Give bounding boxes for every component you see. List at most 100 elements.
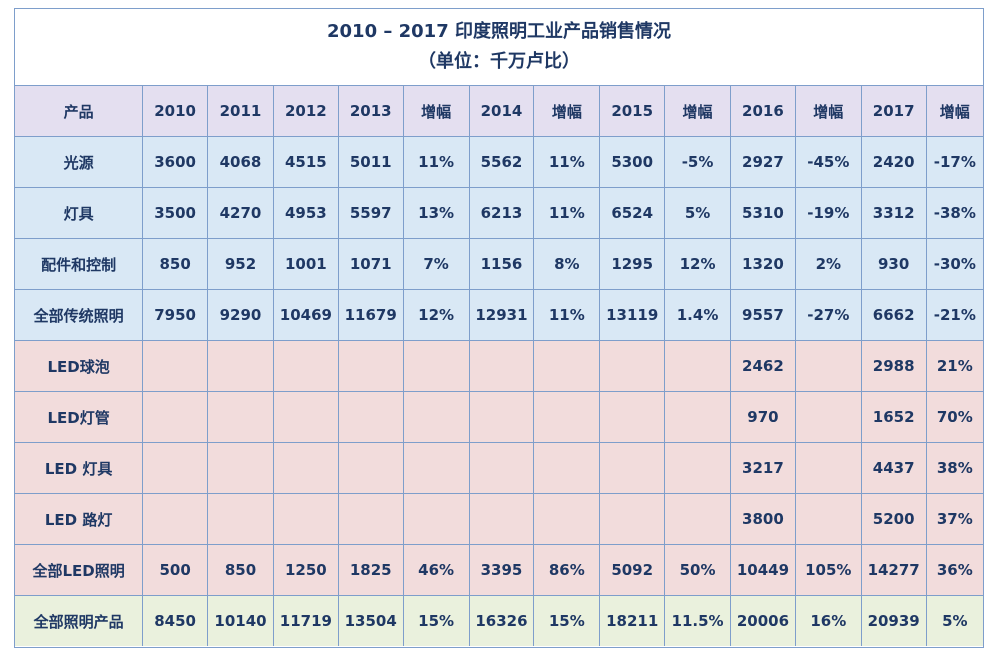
data-cell: 5%: [664, 187, 731, 239]
data-cell: [599, 493, 666, 545]
data-cell: [794, 442, 862, 494]
data-cell: [272, 442, 339, 494]
header-cell: 增幅: [533, 86, 601, 137]
row-label-cell: 全部传统照明: [15, 289, 144, 341]
header-cell: 增幅: [925, 86, 983, 137]
data-cell: 5597: [337, 187, 404, 239]
data-cell: 11%: [402, 136, 470, 188]
data-cell: [207, 340, 274, 392]
data-cell: 3217: [730, 442, 796, 494]
data-cell: 36%: [925, 544, 983, 596]
data-cell: 11%: [533, 187, 601, 239]
row-label-cell: 全部照明产品: [15, 595, 144, 646]
data-cell: 8%: [533, 238, 601, 290]
data-cell: 11719: [272, 595, 339, 646]
data-cell: 10449: [730, 544, 796, 596]
header-cell: 增幅: [794, 86, 862, 137]
data-cell: [402, 442, 470, 494]
data-cell: 11%: [533, 136, 601, 188]
data-cell: 4953: [272, 187, 339, 239]
data-cell: 4068: [207, 136, 274, 188]
data-cell: [533, 340, 601, 392]
data-cell: [468, 391, 535, 443]
table-row: 配件和控制 850 952 1001 1071 7% 1156 8% 1295 12% 1320 2%…: [15, 238, 983, 290]
data-cell: -21%: [925, 289, 983, 341]
data-cell: 1652: [860, 391, 927, 443]
data-cell: 1071: [337, 238, 404, 290]
data-cell: 3312: [860, 187, 927, 239]
data-cell: 9557: [730, 289, 796, 341]
data-cell: 5200: [860, 493, 927, 545]
table-title: 2010 – 2017 印度照明工业产品销售情况: [327, 21, 671, 42]
data-cell: 12%: [664, 238, 731, 290]
data-cell: 15%: [533, 595, 601, 646]
data-cell: -45%: [794, 136, 862, 188]
data-cell: 1825: [337, 544, 404, 596]
row-label-cell: 配件和控制: [15, 238, 144, 290]
data-cell: 4437: [860, 442, 927, 494]
data-cell: 1156: [468, 238, 535, 290]
data-cell: 86%: [533, 544, 601, 596]
header-cell: 2015: [599, 86, 666, 137]
sales-table: 产品 2010 2011 2012 2013 增幅 2014 增幅 2015 增幅 2016 增幅 20…: [15, 86, 983, 646]
data-cell: 105%: [794, 544, 862, 596]
data-cell: [207, 442, 274, 494]
data-cell: [272, 493, 339, 545]
data-cell: 5310: [730, 187, 796, 239]
table-row: 全部LED照明 500 850 1250 1825 46% 3395 86% 5092 50% 10…: [15, 544, 983, 596]
table-row: 灯具 3500 4270 4953 5597 13% 6213 11% 6524 5% 5310 -1…: [15, 187, 983, 239]
row-label-cell: LED 灯具: [15, 442, 144, 494]
header-cell: 2010: [142, 86, 209, 137]
data-cell: 13119: [599, 289, 666, 341]
data-cell: 5092: [599, 544, 666, 596]
data-cell: 70%: [925, 391, 983, 443]
data-cell: [337, 493, 404, 545]
table-title-block: 2010 – 2017 印度照明工业产品销售情况 （单位：千万卢比）: [15, 9, 983, 86]
data-cell: [207, 493, 274, 545]
data-cell: 1.4%: [664, 289, 731, 341]
data-cell: -27%: [794, 289, 862, 341]
table-row: LED灯管 970 1652 70%: [15, 391, 983, 443]
data-cell: 9290: [207, 289, 274, 341]
data-cell: [402, 340, 470, 392]
data-cell: 3395: [468, 544, 535, 596]
data-cell: 3600: [142, 136, 209, 188]
data-cell: [207, 391, 274, 443]
header-cell: 2012: [272, 86, 339, 137]
data-cell: 500: [142, 544, 209, 596]
data-cell: [533, 493, 601, 545]
row-label-cell: LED 路灯: [15, 493, 144, 545]
data-cell: 930: [860, 238, 927, 290]
data-cell: [664, 493, 731, 545]
data-cell: [794, 391, 862, 443]
header-cell: 2017: [860, 86, 927, 137]
data-cell: 850: [207, 544, 274, 596]
data-cell: [533, 391, 601, 443]
data-cell: -5%: [664, 136, 731, 188]
data-cell: 8450: [142, 595, 209, 646]
data-cell: 10140: [207, 595, 274, 646]
data-cell: [337, 340, 404, 392]
header-cell-product: 产品: [15, 86, 144, 137]
data-cell: 1250: [272, 544, 339, 596]
data-cell: [664, 442, 731, 494]
data-cell: 18211: [599, 595, 666, 646]
row-label-cell: LED球泡: [15, 340, 144, 392]
data-cell: 20006: [730, 595, 796, 646]
data-cell: [142, 340, 209, 392]
table-row: LED 路灯 3800 5200 37%: [15, 493, 983, 545]
row-label-cell: 灯具: [15, 187, 144, 239]
data-cell: 5562: [468, 136, 535, 188]
data-cell: [142, 493, 209, 545]
data-cell: 4515: [272, 136, 339, 188]
data-cell: 10469: [272, 289, 339, 341]
row-label-cell: 全部LED照明: [15, 544, 144, 596]
data-cell: 11679: [337, 289, 404, 341]
data-cell: 37%: [925, 493, 983, 545]
header-cell: 2013: [337, 86, 404, 137]
header-cell: 增幅: [664, 86, 731, 137]
data-cell: 1320: [730, 238, 796, 290]
header-row: 产品 2010 2011 2012 2013 增幅 2014 增幅 2015 增幅 2016 增幅 20…: [15, 86, 983, 137]
data-cell: [337, 391, 404, 443]
data-cell: [599, 391, 666, 443]
